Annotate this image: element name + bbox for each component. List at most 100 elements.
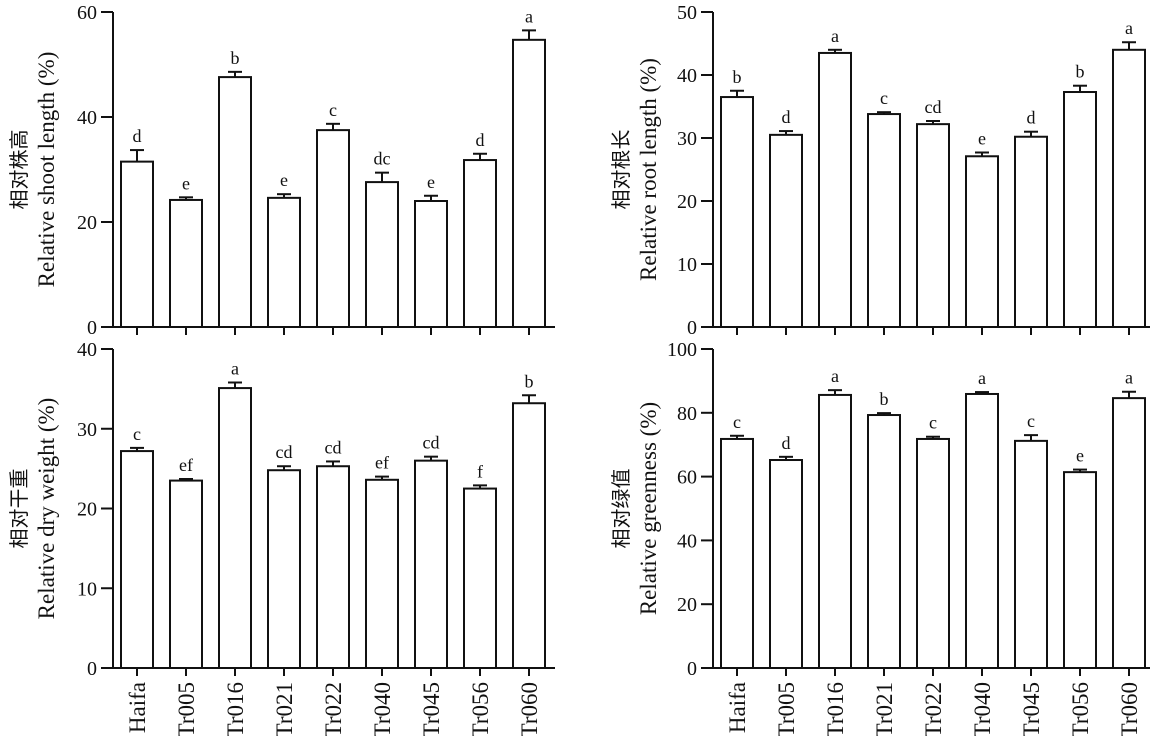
y-tick-label: 50 — [677, 2, 697, 24]
significance-letter: ef — [375, 453, 389, 473]
bar — [1112, 397, 1146, 669]
bar — [365, 181, 399, 328]
x-tick-label: Tr045 — [1019, 682, 1044, 736]
bar — [267, 196, 301, 328]
x-tick-label: Tr005 — [174, 682, 199, 736]
significance-letter: b — [880, 389, 889, 409]
bar — [169, 198, 203, 328]
significance-letter: e — [182, 173, 190, 193]
significance-letter: a — [831, 366, 839, 386]
bar — [316, 129, 350, 328]
significance-letter: d — [782, 433, 791, 453]
y-tick-label: 20 — [677, 191, 697, 213]
significance-letter: d — [782, 107, 791, 127]
bar — [867, 414, 901, 669]
bar — [769, 459, 803, 669]
bar — [720, 437, 754, 670]
bar — [512, 402, 546, 669]
bar — [120, 450, 154, 669]
x-tick-label: Tr060 — [1117, 682, 1142, 736]
bar — [267, 469, 301, 669]
y-tick-label: 30 — [677, 128, 697, 150]
bar — [120, 160, 154, 328]
bar — [218, 76, 252, 328]
x-tick-label: Tr005 — [774, 682, 799, 736]
bar — [867, 113, 901, 328]
y-tick-label: 10 — [77, 578, 97, 600]
y-tick-label: 60 — [677, 467, 697, 489]
bar — [1063, 471, 1097, 669]
significance-letter: d — [1027, 108, 1036, 128]
significance-letter: e — [280, 170, 288, 190]
y-tick-label: 0 — [687, 317, 697, 339]
y-axis-label: 相对根长 — [609, 130, 633, 210]
bar — [769, 133, 803, 328]
bar — [1112, 48, 1146, 329]
y-tick-label: 0 — [87, 317, 97, 339]
significance-letter: e — [1076, 446, 1084, 466]
significance-letter: b — [525, 371, 534, 391]
significance-letter: a — [525, 6, 533, 26]
bar — [1063, 91, 1097, 329]
significance-letter: c — [329, 100, 337, 120]
x-tick-label: Tr060 — [517, 682, 542, 736]
y-tick-label: 0 — [687, 658, 697, 680]
y-axis-label: 相对干重 — [7, 469, 31, 549]
y-tick-label: 30 — [77, 419, 97, 441]
x-tick-label: Haifa — [725, 682, 750, 733]
y-tick-label: 40 — [677, 530, 697, 552]
significance-letter: cd — [276, 442, 293, 462]
significance-letter: b — [231, 48, 240, 68]
x-tick-label: Tr040 — [370, 682, 395, 736]
significance-letter: cd — [423, 433, 440, 453]
y-tick-label: 20 — [77, 499, 97, 521]
bar — [965, 392, 999, 669]
bar — [414, 200, 448, 328]
significance-letter: c — [1027, 411, 1035, 431]
significance-letter: cd — [925, 97, 942, 117]
significance-letter: d — [133, 126, 142, 146]
y-tick-label: 20 — [677, 594, 697, 616]
bar — [463, 487, 497, 669]
bar — [818, 393, 852, 669]
significance-letter: e — [427, 172, 435, 192]
bar — [365, 478, 399, 670]
x-tick-label: Tr021 — [872, 682, 897, 736]
significance-letter: cd — [325, 437, 342, 457]
x-tick-label: Tr056 — [1068, 682, 1093, 736]
significance-letter: c — [133, 424, 141, 444]
significance-letter: e — [978, 128, 986, 148]
x-tick-label: Tr016 — [823, 682, 848, 736]
y-axis-label: Relative root length (%) — [636, 58, 661, 281]
x-tick-label: Tr022 — [921, 682, 946, 736]
significance-letter: f — [477, 461, 483, 481]
significance-letter: ef — [179, 455, 193, 475]
significance-letter: b — [1076, 62, 1085, 82]
bar — [965, 155, 999, 328]
significance-letter: a — [831, 26, 839, 46]
bar — [316, 465, 350, 670]
bar — [720, 96, 754, 328]
y-tick-label: 40 — [77, 107, 97, 129]
significance-letter: a — [231, 358, 239, 378]
y-axis-label: 相对绿值 — [609, 469, 633, 549]
y-tick-label: 40 — [77, 339, 97, 361]
significance-letter: d — [476, 130, 485, 150]
y-tick-label: 100 — [667, 339, 697, 361]
x-tick-label: Tr016 — [223, 682, 248, 736]
bar — [169, 479, 203, 669]
x-tick-label: Tr045 — [419, 682, 444, 736]
x-tick-label: Haifa — [125, 682, 150, 733]
bar — [1014, 439, 1048, 670]
bar — [818, 51, 852, 328]
bar — [916, 437, 950, 670]
significance-letter: c — [929, 413, 937, 433]
bar — [512, 38, 546, 328]
significance-letter: dc — [374, 149, 391, 169]
significance-letter: c — [880, 88, 888, 108]
y-tick-label: 80 — [677, 403, 697, 425]
bar — [414, 459, 448, 669]
bar — [1014, 135, 1048, 328]
x-tick-label: Tr021 — [272, 682, 297, 736]
y-tick-label: 60 — [77, 2, 97, 24]
